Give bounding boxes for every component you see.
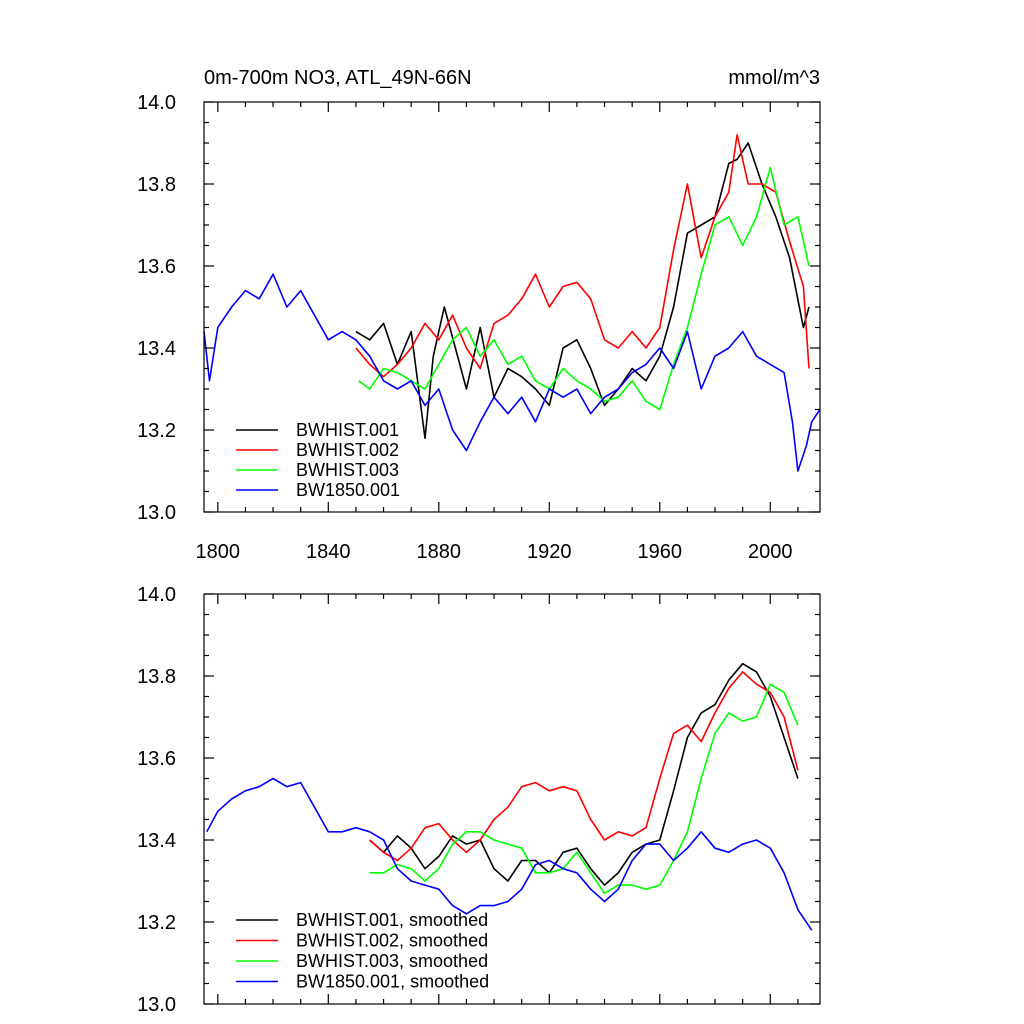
bottom-legend-label-2: BWHIST.002, smoothed [296,931,488,951]
top-series-line-3 [358,166,810,411]
top-xtick-label: 1920 [527,541,572,563]
top-xtick-label: 1960 [638,541,683,563]
top-legend-label-4: BW1850.001 [296,480,400,500]
top-series-line-1 [355,142,810,439]
bottom-legend-label-3: BWHIST.003, smoothed [296,951,488,971]
bottom-series-layer [206,662,813,931]
top-xtick-label: 1880 [417,541,462,563]
bottom-panel: 13.0 13.2 13.4 13.6 13.8 14.0 BWHIST.001, smo… [137,584,821,1016]
bottom-series-line-3 [369,683,799,895]
top-series-line-4 [203,273,821,472]
bottom-legend-label-4: BW1850.001, smoothed [296,972,489,992]
top-series-line-2 [355,134,810,378]
top-legend-label-1: BWHIST.001 [296,420,399,440]
bottom-ytick-label: 13.0 [137,994,176,1016]
top-legend-label-3: BWHIST.003 [296,460,399,480]
top-legend-label-2: BWHIST.002 [296,440,399,460]
bottom-ticks-layer: 13.0 13.2 13.4 13.6 13.8 14.0 [137,584,820,1016]
top-panel: 0m-700m NO3, ATL_49N-66N mmol/m^3 13.013… [137,67,821,563]
top-xtick-label: 1840 [306,541,351,563]
top-xtick-label: 1800 [196,541,241,563]
top-xtick-label: 2000 [748,541,793,563]
top-series-layer [203,134,821,472]
top-panel-units: mmol/m^3 [728,67,820,89]
bottom-ytick-label: 13.8 [137,666,176,688]
bottom-ytick-label: 13.6 [137,748,176,770]
bottom-ytick-label: 14.0 [137,584,176,606]
bottom-legend-label-1: BWHIST.001, smoothed [296,910,488,930]
bottom-series-line-2 [369,671,799,862]
bottom-ytick-label: 13.2 [137,912,176,934]
bottom-ytick-label: 13.4 [137,830,176,852]
top-panel-title: 0m-700m NO3, ATL_49N-66N [204,67,472,89]
top-ytick-label: 13.4 [137,338,176,360]
top-ytick-label: 13.0 [137,502,176,524]
bottom-series-line-1 [369,662,799,886]
top-ytick-label: 13.6 [137,256,176,278]
bottom-series-line-4 [206,777,813,931]
top-ytick-label: 13.8 [137,174,176,196]
top-ticks-layer: 13.0 13.2 13.4 13.6 13.8 14.0 1800 1840 1880 1920… [137,92,820,563]
top-ytick-label: 13.2 [137,420,176,442]
top-ytick-label: 14.0 [137,92,176,114]
